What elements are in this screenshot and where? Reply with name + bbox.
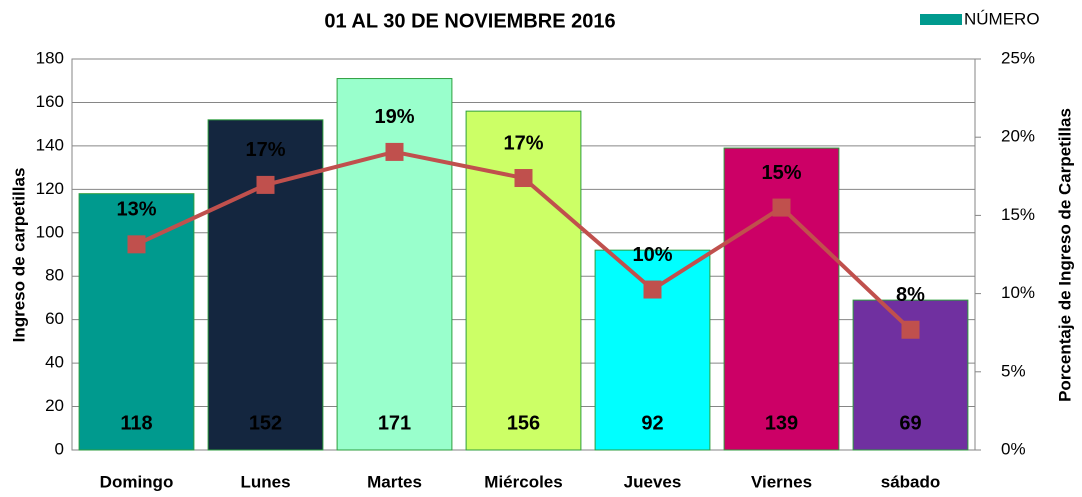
x-tick-label: Jueves bbox=[624, 472, 682, 491]
legend-label: NÚMERO bbox=[964, 9, 1040, 28]
bar-value-label: 152 bbox=[249, 412, 282, 434]
line-marker bbox=[385, 142, 404, 161]
x-tick-label: Domingo bbox=[100, 472, 174, 491]
bar-value-label: 69 bbox=[899, 412, 921, 434]
y-tick-label: 20 bbox=[45, 396, 64, 415]
line-value-label: 15% bbox=[761, 162, 801, 184]
y2-tick-label: 25% bbox=[1001, 48, 1035, 67]
line-value-label: 13% bbox=[116, 199, 156, 221]
line-value-label: 17% bbox=[503, 132, 543, 154]
y2-axis-label: Porcentaje de Ingreso de Carpetillas bbox=[1055, 108, 1074, 402]
line-value-label: 19% bbox=[374, 106, 414, 128]
y-tick-label: 80 bbox=[45, 266, 64, 285]
line-marker bbox=[772, 198, 791, 217]
y-tick-label: 60 bbox=[45, 309, 64, 328]
y-tick-label: 0 bbox=[55, 439, 64, 458]
x-tick-label: Viernes bbox=[751, 472, 812, 491]
line-value-label: 10% bbox=[632, 244, 672, 266]
y2-tick-label: 5% bbox=[1001, 361, 1026, 380]
line-value-label: 17% bbox=[245, 139, 285, 161]
line-marker bbox=[256, 175, 275, 194]
bar bbox=[723, 147, 840, 451]
y2-tick-label: 10% bbox=[1001, 283, 1035, 302]
y-axis-label: Ingreso de carpetillas bbox=[9, 168, 28, 343]
bar-value-label: 139 bbox=[765, 412, 798, 434]
y-tick-label: 180 bbox=[36, 48, 64, 67]
line-marker bbox=[127, 235, 146, 254]
line-value-label: 8% bbox=[896, 284, 925, 306]
chart-title: 01 AL 30 DE NOVIEMBRE 2016 bbox=[324, 10, 615, 32]
x-tick-label: Lunes bbox=[240, 472, 290, 491]
y2-tick-label: 20% bbox=[1001, 127, 1035, 146]
x-tick-label: Miércoles bbox=[484, 472, 562, 491]
y-tick-label: 140 bbox=[36, 135, 64, 154]
line-marker bbox=[514, 169, 533, 188]
bar-value-label: 118 bbox=[120, 412, 152, 434]
y-tick-label: 120 bbox=[36, 179, 64, 198]
bar bbox=[336, 78, 453, 451]
y-tick-label: 100 bbox=[36, 222, 64, 241]
bar-value-label: 92 bbox=[641, 412, 663, 434]
line-marker bbox=[643, 280, 662, 299]
y-tick-label: 160 bbox=[36, 92, 64, 111]
x-tick-label: Martes bbox=[367, 472, 422, 491]
bar bbox=[207, 119, 324, 451]
bar-value-label: 156 bbox=[507, 412, 540, 434]
line-marker bbox=[901, 320, 920, 339]
y2-tick-label: 0% bbox=[1001, 439, 1026, 458]
bar bbox=[465, 110, 582, 451]
y2-tick-label: 15% bbox=[1001, 205, 1035, 224]
x-tick-label: sábado bbox=[881, 472, 941, 491]
y-tick-label: 40 bbox=[45, 353, 64, 372]
bar-value-label: 171 bbox=[378, 412, 411, 434]
legend-swatch bbox=[920, 14, 962, 25]
